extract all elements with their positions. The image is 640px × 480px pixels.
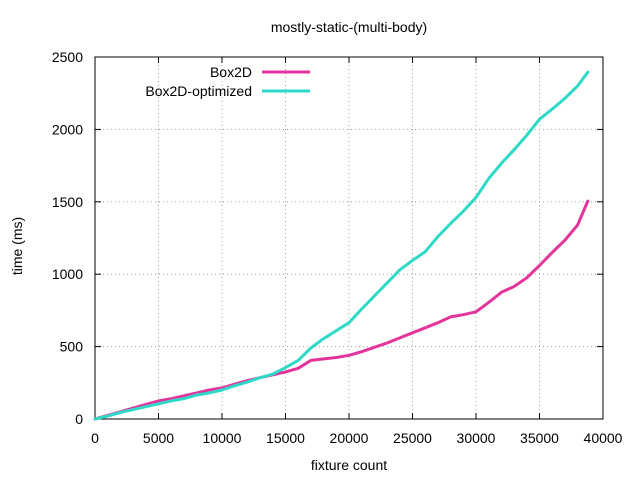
chart-title: mostly-static-(multi-body) — [271, 19, 427, 35]
y-tick-label: 0 — [75, 411, 83, 427]
series-line-box2d-optimized — [93, 70, 590, 421]
y-tick-label: 500 — [60, 339, 84, 355]
tick-labels: 0 5000 10000 15000 20000 25000 30000 35000 40000… — [52, 49, 623, 446]
x-tick-label: 25000 — [393, 430, 432, 446]
series-lines — [93, 70, 590, 421]
legend-label: Box2D-optimized — [145, 83, 252, 99]
x-tick-label: 5000 — [143, 430, 174, 446]
y-tick-label: 2500 — [52, 49, 83, 65]
x-axis-title: fixture count — [311, 457, 387, 473]
grid-lines — [95, 57, 603, 419]
series-line-box2d — [93, 199, 590, 421]
x-tick-label: 15000 — [266, 430, 305, 446]
plot-frame — [94, 56, 604, 420]
x-tick-label: 35000 — [520, 430, 559, 446]
y-axis-title: time (ms) — [9, 217, 25, 275]
y-tick-label: 1500 — [52, 194, 83, 210]
legend-label: Box2D — [210, 64, 252, 80]
x-tick-label: 30000 — [457, 430, 496, 446]
y-tick-label: 1000 — [52, 266, 83, 282]
x-tick-label: 20000 — [330, 430, 369, 446]
y-tick-label: 2000 — [52, 121, 83, 137]
legend: Box2D Box2D-optimized — [145, 64, 310, 99]
x-tick-label: 40000 — [584, 430, 623, 446]
x-tick-label: 10000 — [203, 430, 242, 446]
x-tick-label: 0 — [91, 430, 99, 446]
